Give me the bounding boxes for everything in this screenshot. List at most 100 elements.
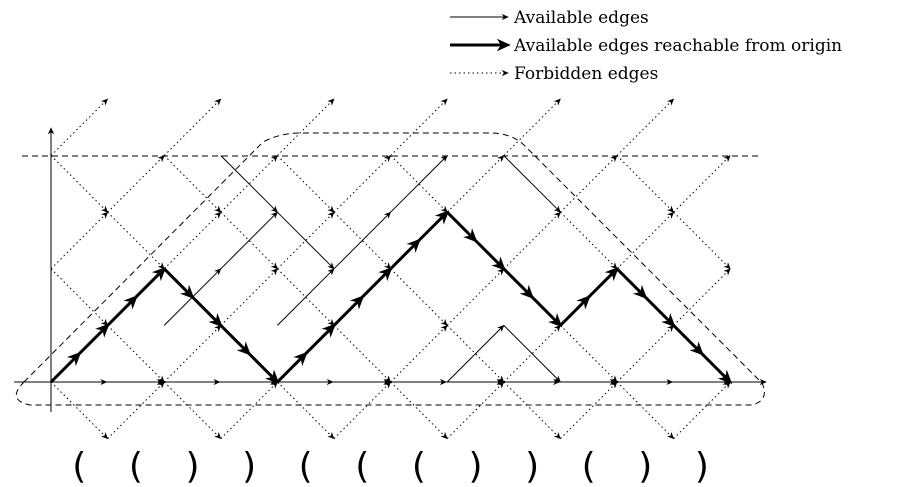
available-edge xyxy=(277,211,335,270)
forbidden-edge xyxy=(277,98,335,156)
reachable-edge xyxy=(361,266,393,299)
available-edge xyxy=(333,211,392,270)
reachable-edge xyxy=(276,351,308,384)
forbidden-edge xyxy=(503,211,561,270)
forbidden-edge xyxy=(446,155,505,213)
reachable-edge xyxy=(531,296,563,328)
word-character: ( xyxy=(582,446,596,487)
forbidden-edge xyxy=(673,155,731,213)
reachable-edge xyxy=(417,210,450,242)
forbidden-edge xyxy=(220,268,278,326)
forbidden-edge xyxy=(163,155,222,213)
forbidden-edge xyxy=(560,381,618,439)
forbidden-edge xyxy=(673,381,731,439)
forbidden-edge xyxy=(560,155,618,213)
forbidden-edge xyxy=(390,98,448,156)
forbidden-edge xyxy=(163,324,222,383)
reachable-edge xyxy=(672,324,704,356)
reachable-edge xyxy=(446,211,478,243)
forbidden-edge xyxy=(390,268,448,326)
legend-item-available: Available edges xyxy=(450,8,649,28)
word-character: ) xyxy=(242,446,256,487)
word-character: ) xyxy=(468,446,482,487)
forbidden-edge xyxy=(50,98,109,156)
legend-item-reachable: Available edges reachable from origin xyxy=(450,36,842,56)
forbidden-edge xyxy=(616,211,675,270)
forbidden-edge xyxy=(107,155,165,213)
forbidden-edge xyxy=(333,155,392,213)
reachable-edge xyxy=(106,295,138,327)
forbidden-edge xyxy=(333,325,392,383)
forbidden-edge xyxy=(616,98,675,156)
word-character: ( xyxy=(355,446,369,487)
word-character: ) xyxy=(695,446,709,487)
word-character: ) xyxy=(638,446,652,487)
forbidden-edge xyxy=(616,381,675,440)
boundaries xyxy=(15,132,765,406)
reachable-edge xyxy=(332,295,365,327)
forbidden-edge xyxy=(503,98,561,156)
available-edge xyxy=(220,155,278,213)
reachable-region-outline xyxy=(15,132,765,406)
reachable-edge xyxy=(559,295,591,327)
legend-reachable-label: Available edges reachable from origin xyxy=(513,36,842,56)
forbidden-edge xyxy=(163,98,222,156)
reachable-edge xyxy=(219,324,252,356)
forbidden-edge xyxy=(446,268,505,326)
forbidden-edge xyxy=(673,211,731,270)
forbidden-edge xyxy=(390,324,448,383)
reachable-edge xyxy=(191,296,223,328)
reachable-edge xyxy=(700,352,733,384)
reachable-edge xyxy=(134,266,167,299)
reachable-edge xyxy=(502,267,535,300)
word-character: ) xyxy=(185,446,199,487)
reachable-edge xyxy=(163,267,195,300)
reachable-edge xyxy=(587,266,619,299)
legend-available-label: Available edges xyxy=(513,8,649,28)
forbidden-edge xyxy=(277,381,335,440)
forbidden-edge xyxy=(50,211,109,270)
forbidden-edge xyxy=(107,325,165,383)
word-character: ( xyxy=(72,446,86,487)
reachable-edge xyxy=(644,296,676,328)
forbidden-edge xyxy=(503,381,561,440)
word-character: ( xyxy=(299,446,313,487)
available-edge xyxy=(503,325,561,383)
available-edge xyxy=(220,211,278,270)
legend-forbidden-label: Forbidden edges xyxy=(514,64,658,84)
forbidden-edge xyxy=(220,381,278,439)
legend: Available edges Available edges reachabl… xyxy=(450,8,842,84)
reachable-edge xyxy=(615,267,648,300)
available-edge xyxy=(277,268,335,326)
forbidden-edge xyxy=(163,381,222,440)
forbidden-edge xyxy=(50,381,109,440)
reachable-edge xyxy=(389,238,421,270)
forbidden-edge xyxy=(107,381,165,439)
forbidden-edge xyxy=(446,381,505,439)
available-edge xyxy=(503,155,561,213)
available-edge xyxy=(390,155,448,213)
reachable-path xyxy=(49,210,733,384)
reachable-edge xyxy=(49,351,82,384)
forbidden-edge xyxy=(390,381,448,440)
parenthesis-word: ( ()) ( ( ()) ()) xyxy=(72,446,709,487)
forbidden-edge xyxy=(560,211,618,270)
word-character: ) xyxy=(525,446,539,487)
word-character: ( xyxy=(129,446,143,487)
available-edges xyxy=(51,155,730,386)
forbidden-edge xyxy=(277,155,335,213)
reachable-edge xyxy=(78,323,110,355)
reachable-edge xyxy=(248,352,280,384)
word-character: ( xyxy=(412,446,426,487)
legend-item-forbidden: Forbidden edges xyxy=(450,64,658,84)
reachable-edge xyxy=(304,323,336,355)
forbidden-edge xyxy=(673,268,731,326)
forbidden-edge xyxy=(560,325,618,383)
forbidden-edge xyxy=(107,211,165,270)
forbidden-edge xyxy=(50,268,109,326)
available-edge xyxy=(446,324,505,383)
reachable-edge xyxy=(474,239,506,271)
forbidden-edge xyxy=(50,155,109,213)
forbidden-edge xyxy=(163,211,222,270)
